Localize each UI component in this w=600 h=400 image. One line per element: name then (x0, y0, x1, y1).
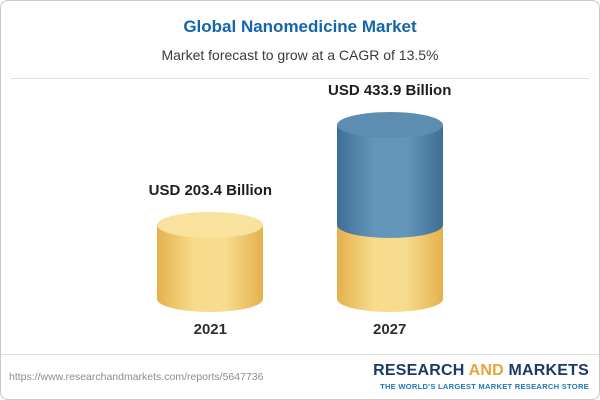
report-url-link[interactable]: https://www.researchandmarkets.com/repor… (9, 371, 264, 383)
cylinder-2021-yellow-segment (157, 225, 264, 312)
cylinder-2027-cap (336, 112, 443, 138)
logo-wordmark: RESEARCH AND MARKETS (373, 363, 589, 379)
logo-word-markets: MARKETS (508, 362, 589, 379)
footer: https://www.researchandmarkets.com/repor… (1, 354, 599, 399)
year-label-2021: 2021 (193, 321, 227, 338)
header: Global Nanomedicine Market Market foreca… (1, 1, 599, 78)
cylinder-2021-body (157, 225, 264, 312)
bar-group-2021: USD 203.4 Billion 2021 (149, 182, 272, 354)
logo-word-research: RESEARCH (373, 362, 465, 379)
value-label-2021: USD 203.4 Billion (148, 182, 272, 199)
logo-tagline: THE WORLD'S LARGEST MARKET RESEARCH STOR… (380, 382, 589, 391)
bar-group-2027: USD 433.9 Billion 2027 (328, 82, 451, 354)
value-label-2027: USD 433.9 Billion (328, 82, 452, 99)
cylinder-2021-cap (157, 212, 264, 238)
page-subtitle: Market forecast to grow at a CAGR of 13.… (161, 47, 439, 63)
cylinder-2021 (157, 212, 264, 312)
cylinder-2027-boundary (336, 212, 443, 238)
cylinder-2027 (336, 112, 443, 312)
header-divider (11, 78, 589, 79)
year-label-2027: 2027 (373, 321, 407, 338)
cylinder-2027-yellow-segment (336, 225, 443, 312)
cylinder-2027-body (336, 125, 443, 312)
research-and-markets-logo: RESEARCH AND MARKETS THE WORLD'S LARGEST… (373, 363, 589, 392)
page-title: Global Nanomedicine Market (183, 17, 417, 36)
logo-word-and: AND (468, 362, 504, 379)
bar-chart: USD 203.4 Billion 2021 USD 433.9 Billion… (1, 79, 599, 354)
cylinder-2027-blue-segment (336, 125, 443, 225)
